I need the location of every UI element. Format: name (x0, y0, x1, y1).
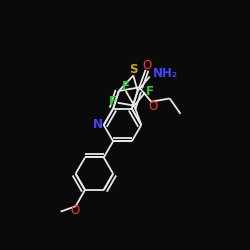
Text: N: N (93, 118, 103, 132)
Text: F: F (108, 95, 116, 108)
Text: S: S (129, 63, 138, 76)
Text: O: O (149, 100, 158, 113)
Text: F: F (122, 80, 130, 92)
Text: F: F (146, 85, 154, 98)
Text: O: O (142, 59, 152, 72)
Text: NH₂: NH₂ (153, 67, 178, 80)
Text: O: O (70, 204, 80, 217)
